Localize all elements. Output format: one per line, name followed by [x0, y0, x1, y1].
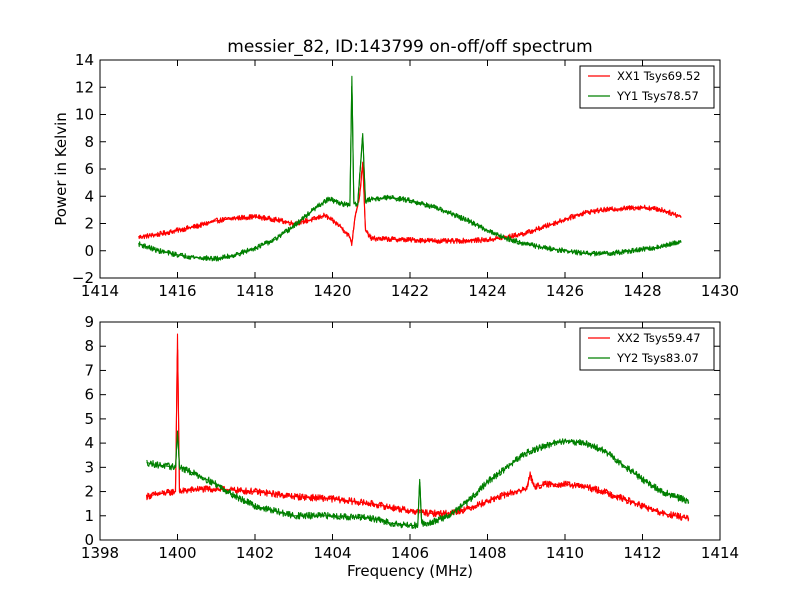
y-axis-label: Power in Kelvin [52, 112, 70, 226]
bottom-panel-ticks: 1398 1400 1402 1404 1406 1408 1410 1412 1414 0 1 2 3… [81, 313, 739, 562]
x-tick-label: 1410 [546, 544, 584, 562]
series-peaks-xx2 [146, 333, 690, 519]
x-tick-label: 1414 [701, 544, 739, 562]
y-tick-label: 6 [84, 160, 94, 178]
legend-label-xx1: XX1 Tsys69.52 [617, 69, 701, 83]
y-tick-label: 4 [84, 187, 94, 205]
top-panel-ticks: 1414 1416 1418 1420 1422 1424 1426 1428 1430 −2 0 2… [72, 51, 739, 300]
y-tick-label: 12 [75, 78, 94, 96]
bottom-panel: 1398 1400 1402 1404 1406 1408 1410 1412 1414 0 1 2 3… [81, 313, 739, 580]
x-tick-label: 1400 [158, 544, 196, 562]
x-tick-label: 1426 [546, 282, 584, 300]
legend-box [579, 65, 715, 109]
top-panel: 1414 1416 1418 1420 1422 1424 1426 1428 1430 −2 0 2… [52, 37, 739, 300]
x-tick-label: 1420 [313, 282, 351, 300]
x-tick-label: 1412 [623, 544, 661, 562]
x-tick-label: 1402 [236, 544, 274, 562]
x-tick-label: 1408 [468, 544, 506, 562]
y-tick-label: 7 [84, 361, 94, 379]
x-tick-label: 1424 [468, 282, 506, 300]
series-line-yy2 [146, 435, 690, 530]
series-peaks-xx1 [138, 161, 682, 245]
y-tick-label: 3 [84, 458, 94, 476]
x-axis-label: Frequency (MHz) [347, 562, 473, 580]
x-tick-label: 1430 [701, 282, 739, 300]
y-tick-label: 10 [75, 106, 94, 124]
chart-title: messier_82, ID:143799 on-off/off spectru… [227, 37, 592, 57]
y-tick-label: 9 [84, 313, 94, 331]
series-peaks-yy1 [138, 75, 682, 260]
series-peaks-yy2 [146, 430, 690, 527]
x-tick-label: 1406 [391, 544, 429, 562]
legend-label-yy2: YY2 Tsys83.07 [616, 351, 699, 365]
x-tick-label: 1418 [236, 282, 274, 300]
y-tick-label: 2 [84, 483, 94, 501]
x-tick-label: 1414 [81, 282, 119, 300]
bottom-panel-series [145, 333, 690, 530]
y-tick-label: 0 [84, 531, 94, 549]
bottom-panel-legend: XX2 Tsys59.47 YY2 Tsys83.07 [579, 327, 715, 371]
y-tick-label: 6 [84, 386, 94, 404]
y-tick-label: 2 [84, 215, 94, 233]
y-tick-label: 1 [84, 507, 94, 525]
x-tick-label: 1428 [623, 282, 661, 300]
x-tick-label: 1422 [391, 282, 429, 300]
top-panel-series [138, 75, 682, 262]
top-panel-legend: XX1 Tsys69.52 YY1 Tsys78.57 [579, 65, 715, 109]
y-tick-label: −2 [72, 269, 94, 287]
x-tick-label: 1416 [158, 282, 196, 300]
y-tick-label: 14 [75, 51, 94, 69]
legend-label-xx2: XX2 Tsys59.47 [617, 331, 701, 345]
y-tick-label: 8 [84, 337, 94, 355]
x-tick-label: 1398 [81, 544, 119, 562]
y-tick-label: 0 [84, 242, 94, 260]
y-tick-label: 4 [84, 434, 94, 452]
legend-box [579, 327, 715, 371]
y-tick-label: 5 [84, 410, 94, 428]
y-tick-label: 8 [84, 133, 94, 151]
x-tick-label: 1404 [313, 544, 351, 562]
legend-label-yy1: YY1 Tsys78.57 [616, 89, 699, 103]
